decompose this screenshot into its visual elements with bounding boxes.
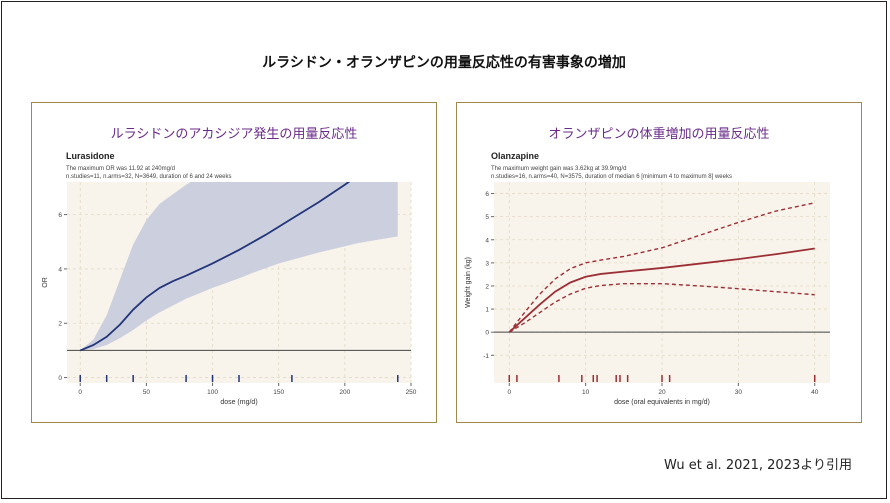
chart-subtitle: n.studies=11, n.arms=32, N=3649, duratio… <box>66 174 232 180</box>
y-tick-label: 6 <box>485 191 489 198</box>
olanzapine-panel-heading: オランザピンの体重増加の用量反応性 <box>548 127 770 142</box>
x-tick-label: 10 <box>582 389 590 396</box>
chart-subtitle: The maximum weight gain was 3.62kg at 39… <box>491 166 626 172</box>
ci-line <box>508 282 815 333</box>
slide-title: ルラシドン・オランザピンの用量反応性の有害事象の増加 <box>262 55 626 71</box>
x-tick-label: 100 <box>207 389 218 396</box>
chart-title: Lurasidone <box>66 151 115 161</box>
x-tick-label: 0 <box>78 389 82 396</box>
x-tick-label: 250 <box>406 389 417 396</box>
olanzapine-chart: Olanzapine The maximum weight gain was 3.… <box>465 151 830 406</box>
x-tick-label: 50 <box>143 389 151 396</box>
y-tick-label: 2 <box>485 283 489 290</box>
y-tick-label: 5 <box>485 214 489 221</box>
plot-content <box>67 182 411 382</box>
x-tick-label: 30 <box>735 389 743 396</box>
x-tick-label: 40 <box>811 389 819 396</box>
confidence-band <box>80 182 398 351</box>
ci-line <box>508 202 815 333</box>
y-axis-label: Weight gain (kg) <box>465 257 472 308</box>
x-axis-label: dose (mg/d) <box>220 399 257 406</box>
y-axis-label: OR <box>42 277 49 288</box>
estimate-line <box>508 247 815 333</box>
plot-content <box>494 202 830 382</box>
citation: Wu et al. 2021, 2023より引用 <box>663 458 852 473</box>
x-tick-label: 20 <box>658 389 666 396</box>
chart-title: Olanzapine <box>491 151 539 161</box>
y-tick-label: -1 <box>483 353 489 360</box>
estimate-line <box>79 182 351 352</box>
lurasidone-chart: Lurasidone The maximum OR was 11.92 at 24… <box>42 151 417 406</box>
x-axis-label: dose (oral equivalents in mg/d) <box>614 399 710 406</box>
y-tick-label: 6 <box>58 212 62 219</box>
olanzapine-panel: オランザピンの体重増加の用量反応性 Olanzapine The maximum … <box>456 102 862 423</box>
y-tick-label: 3 <box>485 260 489 267</box>
chart-subtitle: The maximum OR was 11.92 at 240mg/d <box>66 166 175 172</box>
y-tick-label: 0 <box>58 375 62 382</box>
chart-subtitle: n.studies=16, n.arms=40, N=3575, duratio… <box>491 174 732 180</box>
lurasidone-panel: ルラシドンのアカシジア発生の用量反応性 Lurasidone The maximu… <box>31 102 437 423</box>
y-tick-label: 4 <box>485 237 489 244</box>
x-tick-label: 150 <box>273 389 284 396</box>
y-tick-label: 4 <box>58 266 62 273</box>
plot-area <box>494 182 830 383</box>
x-tick-label: 200 <box>339 389 350 396</box>
x-tick-label: 0 <box>507 389 511 396</box>
y-tick-label: 1 <box>485 307 489 314</box>
y-tick-label: 0 <box>485 330 489 337</box>
lurasidone-panel-heading: ルラシドンのアカシジア発生の用量反応性 <box>110 127 358 142</box>
y-tick-label: 2 <box>58 321 62 328</box>
